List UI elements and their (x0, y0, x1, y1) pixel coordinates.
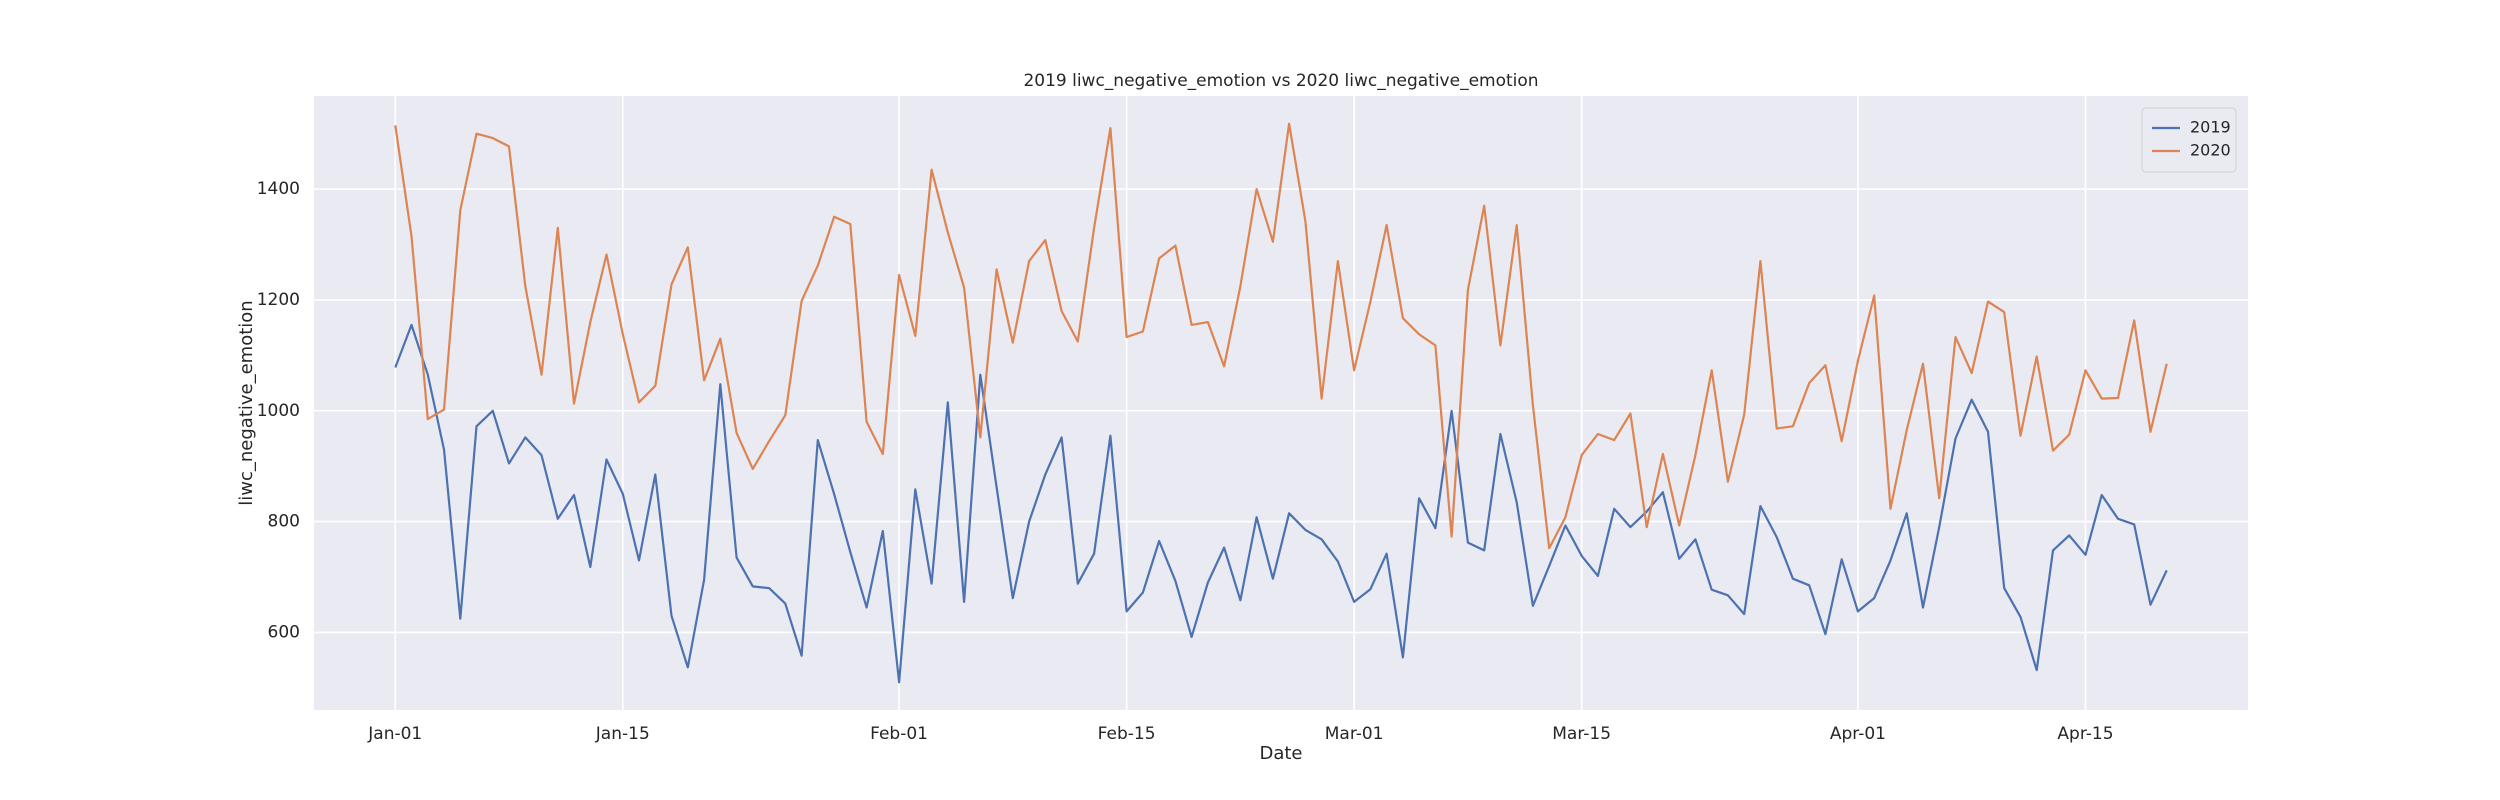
x-tick-label: Feb-01 (870, 724, 928, 744)
x-tick-label: Feb-15 (1098, 724, 1156, 744)
y-tick-label: 1200 (257, 290, 300, 310)
line-series (394, 323, 2168, 684)
x-tick-label: Mar-01 (1325, 724, 1384, 744)
legend-box (2141, 107, 2237, 173)
x-axis-label: Date (1259, 743, 1302, 764)
legend-label: 2019 (2190, 118, 2231, 137)
chart-title: 2019 liwc_negative_emotion vs 2020 liwc_… (1023, 71, 1538, 91)
y-tick-label: 800 (268, 512, 300, 532)
x-tick-label: Apr-01 (1830, 724, 1886, 744)
x-tick-label: Jan-15 (595, 724, 650, 744)
line-series (394, 122, 2168, 550)
x-tick-label: Apr-15 (2057, 724, 2113, 744)
y-axis-label: liwc_negative_emotion (236, 300, 257, 505)
y-tick-label: 600 (268, 622, 300, 642)
y-tick-label: 1000 (257, 401, 300, 421)
x-tick-label: Mar-15 (1552, 724, 1611, 744)
x-tick-label: Jan-01 (367, 724, 422, 744)
y-tick-label: 1400 (257, 179, 300, 199)
plot-area (314, 96, 2248, 710)
legend-label: 2020 (2190, 141, 2231, 160)
